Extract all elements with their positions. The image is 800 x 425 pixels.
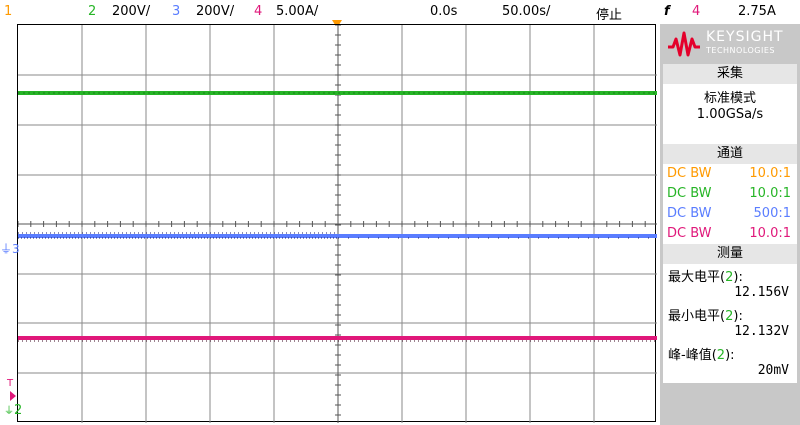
ch3-trace [18,232,657,239]
trigger-channel[interactable]: 4 [692,4,701,19]
ch3-label[interactable]: 3 [172,4,181,19]
status-bar: 1 2 200V/ 3 200V/ 4 5.00A/ 0.0s 50.00s/ … [0,0,800,24]
run-state[interactable]: 停止 [596,8,623,23]
measure-label-min: 最小电平(2): [668,309,743,324]
waveform-display[interactable] [17,24,657,423]
graticule [18,25,657,423]
ch3-scale[interactable]: 200V/ [196,4,235,19]
measure-value-min: 12.132V [734,324,789,339]
time-offset[interactable]: 0.0s [430,4,458,19]
channel-row-2[interactable]: DC BW 10.0:1 [667,186,791,201]
trigger-level[interactable]: 2.75A [738,4,776,19]
channels-header[interactable]: 通道 [663,144,797,164]
side-panel: KEYSIGHT TECHNOLOGIES 采集 标准模式 1.00GSa/s … [660,24,800,425]
acquisition-mode: 标准模式 [703,91,756,106]
trigger-arrow-icon [10,391,16,401]
ch2-trace [18,91,657,95]
ch4-trace [18,336,657,342]
ground-icon: ⏚ [0,242,13,256]
ch2-ground-marker[interactable]: ⏚2 [4,403,23,418]
brand-name: KEYSIGHT [706,29,784,45]
channel-row-1[interactable]: DC BW 10.0:1 [667,166,791,181]
ch4-label[interactable]: 4 [254,4,263,19]
channel-row-3[interactable]: DC BW 500:1 [667,206,791,221]
channels-box[interactable]: DC BW 10.0:1 DC BW 10.0:1 DC BW 500:1 DC… [663,164,797,244]
measure-value-max: 12.156V [734,285,789,300]
sample-rate: 1.00GSa/s [696,107,764,122]
trigger-level-marker[interactable]: T [7,378,14,389]
brand-sub: TECHNOLOGIES [706,46,775,55]
acquisition-header[interactable]: 采集 [663,64,797,84]
keysight-wave-icon [668,31,700,57]
acquisition-box[interactable]: 标准模式 1.00GSa/s [663,84,797,144]
ch3-ground-marker[interactable]: ⏚3 [0,242,20,256]
ground-icon: ⏚ [4,406,14,417]
measure-label-max: 最大电平(2): [668,270,743,285]
ch1-label[interactable]: 1 [4,4,13,19]
measure-value-pkpk: 20mV [757,363,789,378]
ch2-scale[interactable]: 200V/ [112,4,151,19]
trigger-edge-icon[interactable]: f [664,4,670,19]
keysight-logo: KEYSIGHT TECHNOLOGIES [663,26,797,62]
channel-row-4[interactable]: DC BW 10.0:1 [667,226,791,241]
measure-header[interactable]: 测量 [663,244,797,264]
ch2-label[interactable]: 2 [88,4,97,19]
measure-box[interactable]: 最大电平(2): 12.156V 最小电平(2): 12.132V 峰-峰值(2… [663,264,797,383]
time-scale[interactable]: 50.00s/ [502,4,551,19]
measure-label-pkpk: 峰-峰值(2): [668,348,735,363]
ch4-scale[interactable]: 5.00A/ [276,4,319,19]
